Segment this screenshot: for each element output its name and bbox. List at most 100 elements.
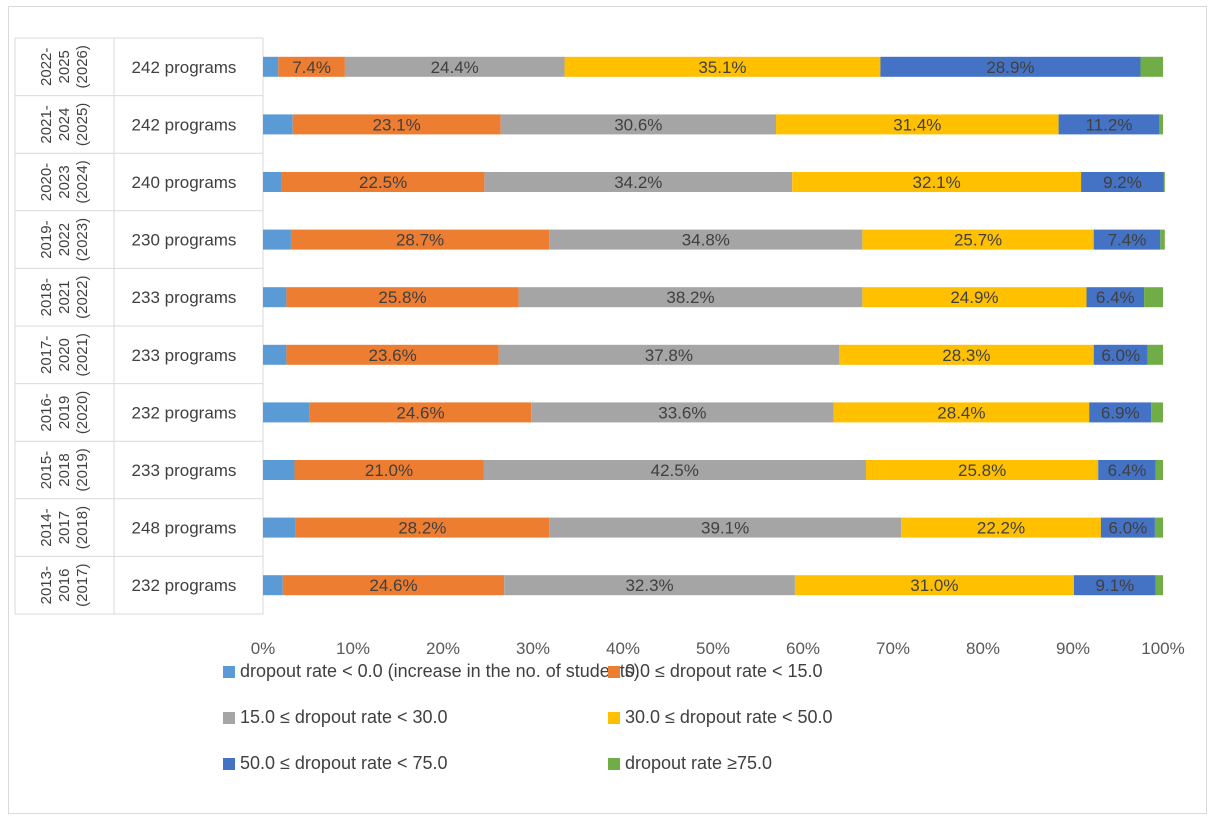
category-label: 240 programs [132, 173, 237, 192]
bar-segment [286, 287, 519, 308]
data-label: 31.4% [893, 115, 941, 134]
data-label: 28.2% [398, 519, 446, 538]
bar-segment [1073, 575, 1156, 596]
bar-segment [866, 460, 1099, 480]
x-tick-label: 20% [426, 639, 460, 658]
data-label: 32.3% [625, 576, 673, 595]
bar-segment [263, 287, 287, 308]
x-tick-label: 70% [876, 639, 910, 658]
legend-label-6: dropout rate ≥75.0 [625, 753, 772, 773]
bar-segment [564, 56, 881, 77]
bar-segment [862, 287, 1087, 308]
period-label: 2018-2021(2022) [38, 276, 91, 319]
period-label: 2019-2022(2023) [38, 218, 91, 261]
data-label: 21.0% [365, 461, 413, 480]
period-label: 2020-2023(2024) [38, 160, 91, 203]
x-tick-label: 30% [516, 639, 550, 658]
category-label: 233 programs [132, 346, 237, 365]
data-label: 25.8% [378, 288, 426, 307]
category-label: 233 programs [132, 461, 237, 480]
category-label: 233 programs [132, 288, 237, 307]
bar-segment [286, 344, 499, 365]
data-label: 32.1% [913, 173, 961, 192]
data-label: 24.6% [396, 403, 444, 422]
data-label: 11.2% [1086, 115, 1133, 134]
data-label: 6.0% [1101, 346, 1140, 365]
bar-segment [1098, 460, 1156, 480]
bar-segment [504, 575, 795, 596]
legend-swatch-5 [223, 757, 235, 770]
legend-label-5: 50.0 ≤ dropout rate < 75.0 [240, 753, 448, 773]
data-label: 42.5% [651, 461, 699, 480]
data-label: 30.6% [614, 115, 662, 134]
legend-swatch-1 [223, 665, 235, 678]
period-label: 2013-2016(2017) [38, 564, 91, 607]
x-tick-label: 60% [786, 639, 820, 658]
bar-segment [282, 575, 505, 596]
period-label: 2016-2019(2020) [38, 391, 91, 434]
bar-segment [776, 114, 1059, 135]
bar-segment [263, 517, 296, 538]
legend-swatch-3 [223, 711, 235, 724]
data-label: 24.6% [369, 576, 417, 595]
category-label: 242 programs [132, 58, 237, 77]
legend-item-3: 15.0 ≤ dropout rate < 30.0 [223, 707, 448, 728]
data-label: 38.2% [666, 288, 714, 307]
data-label: 6.4% [1108, 461, 1147, 480]
data-label: 24.9% [950, 288, 998, 307]
bar-segment [484, 172, 793, 192]
bar-segment [309, 402, 532, 423]
data-label: 22.2% [977, 519, 1025, 538]
bar-segment [1155, 460, 1163, 480]
x-tick-label: 80% [966, 639, 1000, 658]
data-label: 31.0% [910, 576, 958, 595]
legend-label-2: 0.0 ≤ dropout rate < 15.0 [625, 661, 823, 681]
data-label: 23.1% [373, 115, 421, 134]
period-label: 2014-2017(2018) [38, 506, 91, 549]
legend-label-1: dropout rate < 0.0 (increase in the no. … [240, 661, 640, 681]
bar-segment [290, 229, 550, 250]
bar-segment [794, 575, 1074, 596]
bar-segment [263, 56, 279, 77]
data-label: 23.6% [368, 346, 416, 365]
bar-segment [1147, 344, 1163, 365]
period-label: 2021-2024(2025) [38, 103, 91, 146]
x-tick-label: 40% [606, 639, 640, 658]
bar-segment [263, 402, 310, 423]
data-label: 9.1% [1095, 576, 1134, 595]
bar-segment [1093, 229, 1161, 250]
legend-item-1: dropout rate < 0.0 (increase in the no. … [223, 661, 640, 682]
data-label: 22.5% [359, 173, 407, 192]
bar-segment [1081, 172, 1164, 192]
category-label: 232 programs [132, 576, 237, 595]
x-tick-label: 100% [1141, 639, 1184, 658]
data-label: 7.4% [292, 58, 331, 77]
data-label: 9.2% [1103, 173, 1142, 192]
bar-segment [263, 229, 291, 250]
x-tick-label: 50% [696, 639, 730, 658]
category-label: 230 programs [132, 231, 237, 250]
bar-segment [1163, 172, 1165, 192]
bar-segment [1144, 287, 1163, 308]
bar-segment [263, 460, 295, 480]
bar-segment [1154, 517, 1163, 538]
bar-segment [500, 114, 776, 135]
period-label: 2017-2020(2021) [38, 333, 91, 376]
legend-label-4: 30.0 ≤ dropout rate < 50.0 [625, 707, 833, 727]
category-label: 232 programs [132, 403, 237, 422]
bar-segment [549, 229, 863, 250]
bar-segment [294, 460, 484, 480]
data-label: 34.2% [614, 173, 662, 192]
bar-segment [901, 517, 1101, 538]
bar-segment [792, 172, 1082, 192]
bar-segment [1093, 344, 1148, 365]
data-label: 25.7% [954, 231, 1002, 250]
legend-item-2: 0.0 ≤ dropout rate < 15.0 [608, 661, 823, 682]
data-label: 34.8% [682, 231, 730, 250]
bar-segment [1086, 287, 1145, 308]
bar-segment [531, 402, 834, 423]
bar-segment [518, 287, 863, 308]
legend-swatch-2 [608, 665, 620, 678]
data-label: 28.4% [937, 403, 985, 422]
